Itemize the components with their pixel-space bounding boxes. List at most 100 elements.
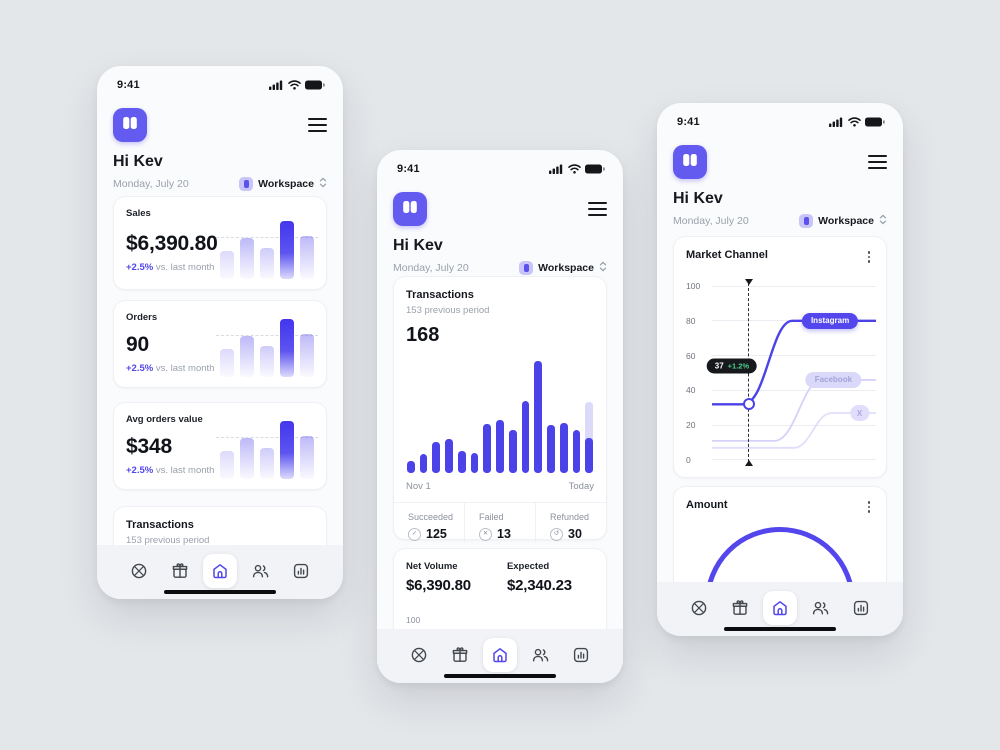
support-icon <box>691 600 707 616</box>
x-series-line <box>712 413 876 448</box>
selector-chevrons-icon <box>319 177 327 188</box>
delta-percent: +2.5% <box>126 465 154 476</box>
card-value: $6,390.80 <box>126 232 218 255</box>
kebab-menu-button[interactable] <box>864 499 875 515</box>
tab-home[interactable] <box>763 591 797 625</box>
workspace-selector[interactable]: Workspace <box>799 212 887 230</box>
bar-slot <box>585 361 594 473</box>
bar <box>240 438 254 479</box>
home-indicator[interactable] <box>444 673 556 678</box>
bar <box>508 430 517 473</box>
workspace-selector[interactable]: Workspace <box>239 175 327 193</box>
app-header <box>97 94 343 142</box>
bar <box>300 436 314 479</box>
cursor-top-handle[interactable] <box>744 279 753 285</box>
mini-bar-chart <box>216 421 318 479</box>
card-subtitle: 153 previous period <box>406 305 490 316</box>
status-time: 9:41 <box>397 163 420 175</box>
tab-home[interactable] <box>483 638 517 672</box>
battery-icon <box>305 80 325 90</box>
tab-team[interactable] <box>804 591 838 625</box>
home-indicator[interactable] <box>724 626 836 631</box>
instagram-label-pill[interactable]: Instagram <box>801 312 859 329</box>
bar <box>445 439 453 473</box>
y-axis-tick: 100 <box>406 615 421 625</box>
bar-highlighted <box>280 221 294 279</box>
tab-reports[interactable] <box>284 554 318 588</box>
bar-slot <box>419 361 428 473</box>
bar <box>496 420 504 473</box>
avg-orders-card[interactable]: Avg orders value $348 +2.5% vs. last mon… <box>113 402 327 490</box>
x-circle-icon: ✕ <box>479 527 492 541</box>
tab-support[interactable] <box>682 591 716 625</box>
bar-slot <box>496 361 504 473</box>
tab-support[interactable] <box>122 554 156 588</box>
bar <box>260 345 274 377</box>
stat-refunded: Refunded ↺ 30 <box>535 503 606 543</box>
delta-percent: +2.5% <box>126 262 154 273</box>
greeting: Hi Kev <box>393 237 443 254</box>
tab-home[interactable] <box>203 554 237 588</box>
workspace-selector[interactable]: Workspace <box>519 259 607 277</box>
status-bar: 9:41 <box>377 150 623 178</box>
workspace-label: Workspace <box>258 178 314 190</box>
card-value: 90 <box>126 333 149 356</box>
tab-gift[interactable] <box>163 554 197 588</box>
cursor-bottom-handle[interactable] <box>744 460 753 466</box>
kebab-menu-button[interactable] <box>864 249 875 265</box>
tab-reports[interactable] <box>564 638 598 672</box>
reports-icon <box>853 600 869 616</box>
bar <box>521 401 530 473</box>
y-tick: 40 <box>686 385 696 396</box>
tab-support[interactable] <box>402 638 436 672</box>
gift-icon <box>452 647 467 662</box>
bar <box>457 450 466 473</box>
menu-button[interactable] <box>588 198 607 220</box>
x-axis-end-label: Today <box>568 481 594 492</box>
facebook-label-pill[interactable]: Facebook <box>805 371 862 388</box>
bar <box>559 422 568 473</box>
bar <box>534 361 543 473</box>
market-channel-card[interactable]: Market Channel 100 80 60 40 20 0 <box>673 236 887 478</box>
stat-succeeded: Succeeded ✓ 125 <box>408 512 454 541</box>
bar <box>220 451 234 479</box>
tab-reports[interactable] <box>844 591 878 625</box>
tab-team[interactable] <box>524 638 558 672</box>
gift-icon <box>172 563 187 578</box>
tab-gift[interactable] <box>443 638 477 672</box>
bar-slot <box>521 361 530 473</box>
bar-slot <box>470 361 479 473</box>
transactions-card[interactable]: Transactions 153 previous period 168 Nov… <box>393 276 607 543</box>
phone-mockup-1: 9:41 Hi Kev Monday, July 20 Workspace Sa… <box>97 66 343 599</box>
amount-card[interactable]: Amount <box>673 486 887 598</box>
home-icon <box>773 601 787 616</box>
menu-button[interactable] <box>308 114 327 136</box>
open-book-logo-icon <box>683 153 697 166</box>
check-circle-icon: ✓ <box>408 527 421 541</box>
orders-card[interactable]: Orders 90 +2.5% vs. last month <box>113 300 327 388</box>
selector-chevrons-icon <box>599 261 607 272</box>
team-icon <box>252 564 269 578</box>
tab-gift[interactable] <box>723 591 757 625</box>
gridline <box>712 355 876 357</box>
bar <box>220 349 234 377</box>
bar <box>483 423 492 473</box>
menu-button[interactable] <box>868 151 887 173</box>
bar <box>419 453 428 473</box>
open-book-logo-icon <box>123 116 137 129</box>
status-icons <box>829 117 885 127</box>
team-icon <box>812 601 829 615</box>
reports-icon <box>573 647 589 663</box>
tab-team[interactable] <box>244 554 278 588</box>
bar <box>240 238 254 279</box>
stat-failed: Failed ✕ 13 <box>464 503 535 543</box>
support-icon <box>411 647 427 663</box>
home-indicator[interactable] <box>164 589 276 594</box>
wifi-icon <box>568 164 581 174</box>
x-label-pill[interactable]: X <box>849 405 870 422</box>
bar-slot <box>483 361 492 473</box>
sales-card[interactable]: Sales $6,390.80 +2.5% vs. last month <box>113 196 327 290</box>
bar-slot <box>407 361 415 473</box>
workspace-icon <box>239 177 254 191</box>
bar <box>220 251 234 279</box>
